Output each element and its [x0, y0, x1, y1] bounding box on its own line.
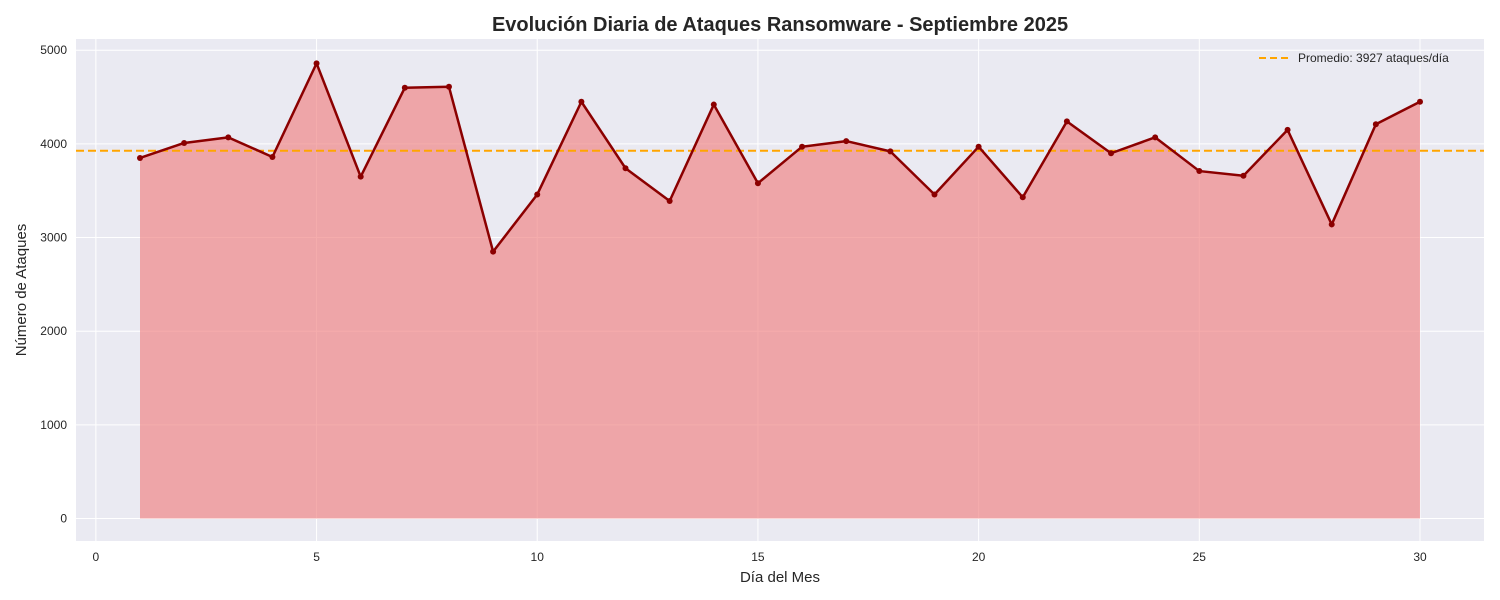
data-point — [225, 134, 232, 141]
y-tick-label: 1000 — [40, 418, 67, 432]
data-points — [137, 60, 1423, 255]
data-point — [578, 98, 585, 105]
y-axis-ticks: 0 1000 2000 3000 4000 5000 — [40, 43, 67, 525]
area-fill-path — [140, 63, 1420, 519]
y-tick-label: 0 — [60, 512, 67, 526]
data-point — [622, 165, 629, 172]
data-point — [1372, 121, 1379, 128]
data-point — [137, 154, 143, 161]
x-tick-label: 25 — [1193, 550, 1207, 564]
legend-label-average: Promedio: 3927 ataques/día — [1298, 51, 1449, 65]
data-point — [1196, 168, 1203, 175]
data-point — [1417, 98, 1423, 105]
x-tick-label: 15 — [751, 550, 765, 564]
data-point — [1328, 221, 1335, 228]
data-point — [1152, 134, 1159, 141]
x-tick-label: 5 — [313, 550, 320, 564]
data-point — [1063, 118, 1070, 125]
data-point — [313, 60, 320, 67]
legend: Promedio: 3927 ataques/día — [1259, 51, 1449, 65]
x-axis-label: Día del Mes — [740, 569, 820, 586]
data-point — [534, 191, 541, 198]
series-line-group — [139, 62, 1421, 253]
x-axis-ticks: 0 5 10 15 20 25 30 — [93, 550, 1427, 564]
data-point — [931, 191, 938, 198]
data-point — [799, 143, 806, 150]
data-point — [445, 83, 452, 90]
data-point — [181, 139, 188, 146]
y-tick-label: 3000 — [40, 231, 67, 245]
data-point — [401, 84, 408, 91]
x-tick-label: 10 — [531, 550, 545, 564]
data-point — [754, 180, 761, 187]
chart-title: Evolución Diaria de Ataques Ransomware -… — [492, 14, 1068, 36]
y-tick-label: 4000 — [40, 137, 67, 151]
y-tick-label: 5000 — [40, 43, 67, 57]
data-point — [1019, 194, 1026, 201]
x-tick-label: 30 — [1413, 550, 1427, 564]
data-point — [1108, 150, 1115, 157]
area-fill — [140, 63, 1420, 519]
data-point — [269, 154, 276, 161]
y-tick-label: 2000 — [40, 324, 67, 338]
data-point — [887, 148, 894, 155]
data-point — [975, 143, 982, 150]
x-tick-label: 20 — [972, 550, 986, 564]
data-point — [1284, 126, 1291, 133]
data-point — [666, 198, 673, 205]
y-axis-label: Número de Ataques — [13, 224, 30, 357]
x-tick-label: 0 — [93, 550, 100, 564]
data-point — [357, 173, 364, 180]
data-point — [1240, 172, 1247, 179]
data-point — [843, 138, 850, 145]
data-point — [490, 248, 497, 255]
series-line — [139, 62, 1421, 253]
data-point — [710, 101, 717, 108]
